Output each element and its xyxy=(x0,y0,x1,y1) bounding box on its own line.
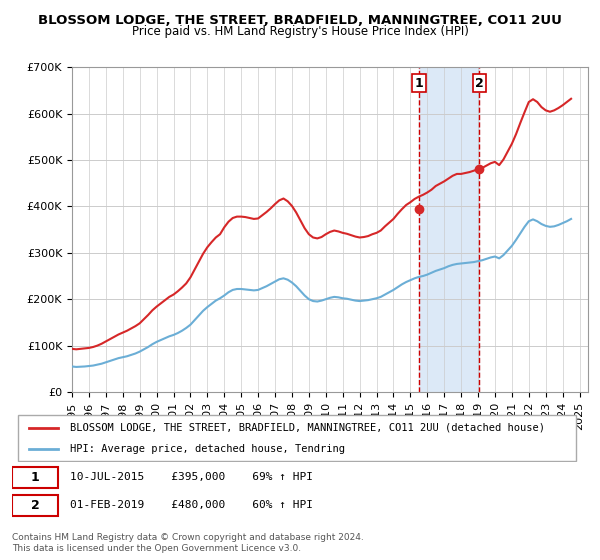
Text: 01-FEB-2019    £480,000    60% ↑ HPI: 01-FEB-2019 £480,000 60% ↑ HPI xyxy=(70,500,313,510)
Text: Contains HM Land Registry data © Crown copyright and database right 2024.
This d: Contains HM Land Registry data © Crown c… xyxy=(12,533,364,553)
Text: 1: 1 xyxy=(415,77,424,90)
Text: 2: 2 xyxy=(31,498,40,512)
Text: HPI: Average price, detached house, Tendring: HPI: Average price, detached house, Tend… xyxy=(70,444,344,454)
Text: 10-JUL-2015    £395,000    69% ↑ HPI: 10-JUL-2015 £395,000 69% ↑ HPI xyxy=(70,472,313,482)
Text: 1: 1 xyxy=(31,470,40,484)
Bar xyxy=(419,67,479,392)
FancyBboxPatch shape xyxy=(12,495,58,516)
FancyBboxPatch shape xyxy=(18,416,577,461)
Text: Price paid vs. HM Land Registry's House Price Index (HPI): Price paid vs. HM Land Registry's House … xyxy=(131,25,469,38)
Text: BLOSSOM LODGE, THE STREET, BRADFIELD, MANNINGTREE, CO11 2UU: BLOSSOM LODGE, THE STREET, BRADFIELD, MA… xyxy=(38,14,562,27)
Text: BLOSSOM LODGE, THE STREET, BRADFIELD, MANNINGTREE, CO11 2UU (detached house): BLOSSOM LODGE, THE STREET, BRADFIELD, MA… xyxy=(70,423,545,433)
Text: 2: 2 xyxy=(475,77,484,90)
FancyBboxPatch shape xyxy=(12,467,58,488)
